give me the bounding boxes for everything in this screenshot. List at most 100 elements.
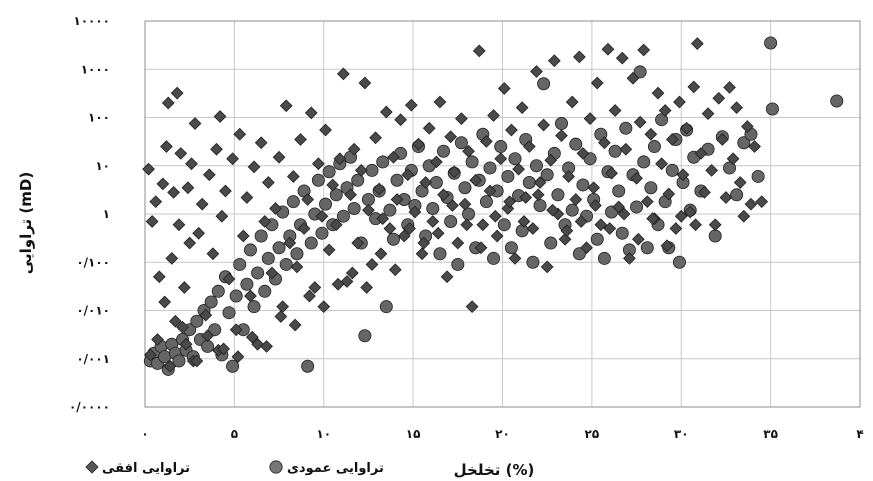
x-tick-label: ۰ <box>141 427 148 441</box>
vertical-permeability-point <box>647 140 661 154</box>
horizontal-permeability-point <box>490 229 504 243</box>
horizontal-permeability-point <box>199 308 213 322</box>
horizontal-permeability-point <box>458 197 472 211</box>
horizontal-permeability-point <box>474 241 488 255</box>
horizontal-permeability-point <box>152 270 166 284</box>
horizontal-permeability-point <box>558 232 572 246</box>
horizontal-permeability-point <box>612 200 626 214</box>
horizontal-permeability-point <box>201 329 214 343</box>
horizontal-permeability-point <box>660 239 674 253</box>
vertical-permeability-point <box>347 202 361 216</box>
horizontal-permeability-point <box>698 186 711 199</box>
vertical-permeability-point <box>361 192 375 206</box>
horizontal-permeability-point <box>304 106 318 120</box>
vertical-permeability-point <box>261 251 275 265</box>
vertical-permeability-point <box>529 159 543 173</box>
horizontal-permeability-point <box>494 152 508 166</box>
horizontal-permeability-point <box>258 215 272 228</box>
horizontal-permeability-point <box>540 260 554 274</box>
vertical-permeability-point <box>426 202 440 216</box>
horizontal-permeability-point <box>165 252 179 265</box>
horizontal-permeability-point <box>181 181 195 195</box>
vertical-permeability-point <box>311 173 325 187</box>
horizontal-permeability-point <box>472 44 486 58</box>
horizontal-permeability-point <box>372 182 386 196</box>
legend-label-horizontal: تراوایی افقی <box>102 461 190 476</box>
y-tick-label: ۱۰۰۰۰ <box>73 14 110 28</box>
horizontal-permeability-point <box>565 95 579 109</box>
horizontal-permeability-point <box>236 229 250 243</box>
horizontal-permeability-point <box>283 236 297 250</box>
vertical-permeability-point <box>329 188 343 202</box>
horizontal-permeability-point <box>526 222 540 235</box>
horizontal-permeability-point <box>608 104 622 117</box>
vertical-permeability-point <box>358 329 372 343</box>
horizontal-permeability-point <box>195 197 209 211</box>
horizontal-permeability-point <box>226 152 239 166</box>
horizontal-permeability-point <box>390 193 404 206</box>
vertical-permeability-point <box>336 209 350 223</box>
horizontal-permeability-point <box>279 99 293 113</box>
vertical-permeability-point <box>501 169 515 183</box>
horizontal-permeability-point <box>169 314 182 328</box>
horizontal-permeability-point <box>222 272 236 286</box>
vertical-permeability-point <box>830 94 844 108</box>
horizontal-permeability-point <box>544 153 558 167</box>
vertical-permeability-point <box>640 241 654 255</box>
vertical-permeability-point <box>444 214 458 228</box>
horizontal-permeability-point <box>167 186 180 199</box>
horizontal-permeability-point <box>217 342 231 356</box>
legend: تراوایی افقی تراوایی عمودی <box>85 460 384 476</box>
y-tick-label: ۰/۰۱۰ <box>76 304 110 318</box>
vertical-permeability-point <box>751 169 765 183</box>
vertical-permeability-point <box>565 203 579 217</box>
vertical-permeability-point <box>204 295 218 309</box>
vertical-permeability-point <box>630 200 644 214</box>
horizontal-permeability-point <box>188 117 202 130</box>
legend-label-vertical: تراوایی عمودی <box>287 461 384 476</box>
horizontal-permeability-point <box>580 241 593 255</box>
horizontal-permeability-point <box>333 152 347 166</box>
vertical-permeability-point <box>383 203 397 217</box>
horizontal-permeability-point <box>744 197 758 211</box>
horizontal-permeability-point <box>662 187 676 201</box>
horizontal-permeability-point <box>598 136 611 150</box>
x-tick-label: ۳۰ <box>674 427 689 441</box>
horizontal-permeability-point <box>397 229 411 243</box>
horizontal-permeability-point <box>748 140 761 153</box>
horizontal-permeability-point <box>161 96 175 110</box>
horizontal-permeability-point <box>265 266 279 280</box>
horizontal-permeability-point <box>730 101 744 115</box>
horizontal-permeability-point <box>547 54 561 68</box>
horizontal-permeability-point <box>354 164 368 177</box>
x-tick-label: ۳۵ <box>763 427 778 441</box>
horizontal-permeability-point <box>601 42 615 56</box>
vertical-permeability-point <box>301 359 315 373</box>
horizontal-permeability-point <box>329 218 343 232</box>
vertical-permeability-point <box>615 226 629 240</box>
horizontal-permeability-point <box>741 120 754 133</box>
horizontal-permeability-point <box>488 209 502 223</box>
horizontal-permeability-point <box>555 129 568 143</box>
horizontal-permeability-point <box>589 199 602 212</box>
vertical-permeability-point <box>454 136 468 150</box>
vertical-permeability-point <box>765 102 779 116</box>
horizontal-permeability-point <box>487 109 500 122</box>
horizontal-permeability-point <box>417 236 431 250</box>
horizontal-permeability-point <box>365 258 379 271</box>
horizontal-permeability-point <box>244 289 257 303</box>
vertical-permeability-point <box>730 188 744 202</box>
y-tick-label: ۱۰ <box>95 159 110 173</box>
horizontal-permeability-point <box>546 203 559 217</box>
horizontal-permeability-point <box>317 300 331 314</box>
vertical-permeability-point <box>251 266 265 280</box>
horizontal-permeability-point <box>569 193 583 206</box>
horizontal-permeability-point <box>219 184 232 198</box>
horizontal-permeability-point <box>369 131 382 145</box>
vertical-permeability-point <box>544 236 558 250</box>
horizontal-permeability-point <box>733 176 747 189</box>
vertical-permeability-point <box>222 306 236 320</box>
vertical-permeability-point <box>351 173 365 187</box>
